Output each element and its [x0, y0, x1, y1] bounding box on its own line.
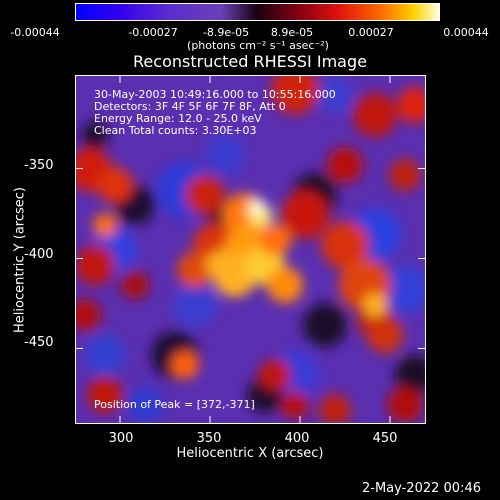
info-energy: Energy Range: 12.0 - 25.0 keV [94, 112, 262, 125]
heatmap-blob [81, 121, 109, 149]
colorbar-units: (photons cm⁻² s⁻¹ asec⁻²) [187, 39, 329, 52]
heatmap-blob [93, 213, 117, 237]
heatmap-blob [353, 93, 397, 137]
colorbar-tick: -8.9e-05 [202, 26, 250, 39]
heatmap-blob [75, 299, 101, 331]
x-tick-label: 350 [196, 431, 222, 446]
heatmap-blob [267, 267, 303, 303]
y-tick-label: -450 [24, 335, 54, 350]
heatmap-blob [171, 351, 199, 379]
colorbar-tick: -0.00027 [128, 26, 178, 39]
heatmap-blob [127, 387, 163, 423]
heatmap-blob [303, 303, 347, 347]
heatmap-blob [387, 387, 423, 423]
colorbar-tick: 0.00027 [348, 26, 394, 39]
heatmap-blob [206, 251, 234, 279]
x-tick-label: 450 [372, 431, 398, 446]
heatmap-blob [321, 221, 369, 269]
colorbar-tick: 8.9e-05 [270, 26, 314, 39]
heatmap-blob [281, 191, 329, 239]
heatmap-blob [363, 293, 387, 317]
heatmap-blob [205, 135, 245, 175]
info-time: 30-May-2003 10:49:16.000 to 10:55:16.000 [94, 88, 336, 101]
info-peak: Position of Peak = [372,-371] [94, 398, 255, 411]
heatmap-blob [389, 159, 421, 191]
heatmap-blob [319, 394, 351, 424]
y-axis-label: Heliocentric Y (arcsec) [12, 187, 28, 333]
x-tick-label: 400 [284, 431, 310, 446]
heatmap-blob [75, 245, 115, 285]
heatmap-blob [381, 266, 426, 314]
heatmap-blob [395, 355, 426, 395]
heatmap-blob [317, 77, 353, 113]
heatmap-blob [185, 175, 225, 215]
heatmap-blob [249, 199, 265, 215]
x-tick-label: 300 [108, 431, 134, 446]
heatmap-blob [121, 271, 149, 299]
heatmap-blob [87, 377, 123, 413]
colorbar-tick: 0.00044 [443, 26, 489, 39]
colorbar-tick: -0.00044 [10, 26, 60, 39]
y-tick-label: -400 [24, 247, 54, 262]
heatmap-blob [177, 252, 213, 288]
heatmap-blob [367, 317, 403, 353]
heatmap-blob [259, 359, 291, 391]
heatmap-blob [259, 224, 291, 256]
heatmap-plot [75, 75, 426, 424]
timestamp: 2-May-2022 00:46 [362, 481, 481, 496]
heatmap-blob [327, 147, 363, 183]
heatmap-blob [271, 75, 319, 114]
y-tick-label: -350 [24, 158, 54, 173]
heatmap-blob [97, 167, 133, 203]
colorbar [75, 3, 440, 21]
heatmap-blob [281, 391, 309, 419]
heatmap-blob [85, 335, 125, 375]
chart-title: Reconstructed RHESSI Image [133, 52, 367, 71]
info-detectors: Detectors: 3F 4F 5F 6F 7F 8F, Att 0 [94, 100, 286, 113]
info-counts: Clean Total counts: 3.30E+03 [94, 124, 257, 137]
heatmap-blob [397, 87, 426, 123]
heatmap-blob [173, 283, 217, 327]
x-axis-label: Heliocentric X (arcsec) [176, 446, 324, 461]
